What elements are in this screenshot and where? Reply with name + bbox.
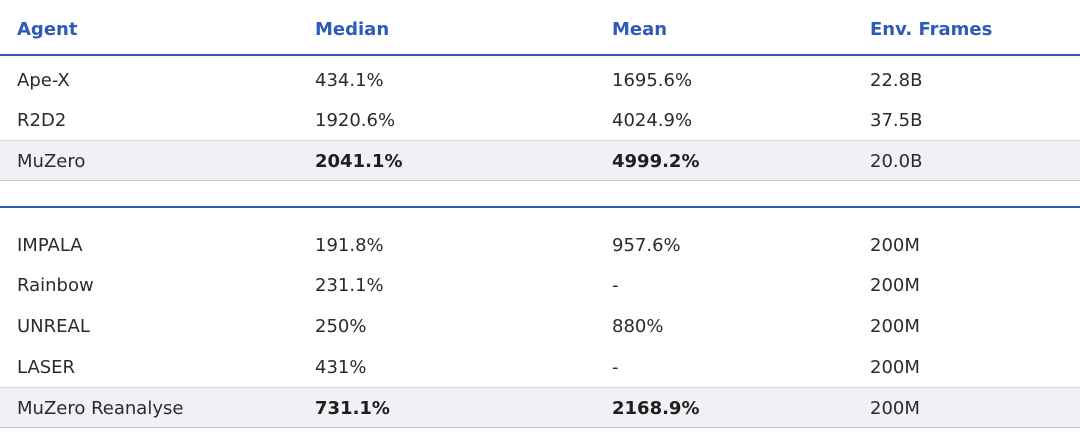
cell-mean: - [612, 357, 619, 378]
header-median: Median [315, 19, 390, 40]
cell-agent: MuZero Reanalyse [17, 398, 184, 419]
cell-agent: R2D2 [17, 110, 67, 131]
cell-env-frames: 200M [870, 235, 920, 256]
header-agent: Agent [17, 19, 78, 40]
cell-env-frames: 20.0B [870, 151, 923, 172]
cell-mean: 4999.2% [612, 151, 700, 172]
cell-agent: Ape-X [17, 70, 70, 91]
table-row: R2D2 1920.6% 4024.9% 37.5B [0, 100, 1080, 141]
cell-env-frames: 200M [870, 398, 920, 419]
cell-agent: MuZero [17, 151, 86, 172]
cell-median: 1920.6% [315, 110, 396, 131]
cell-agent: Rainbow [17, 275, 94, 296]
cell-mean: 2168.9% [612, 398, 700, 419]
table-row: IMPALA 191.8% 957.6% 200M [0, 225, 1080, 266]
cell-agent: LASER [17, 357, 76, 378]
table-row: LASER 431% - 200M [0, 347, 1080, 388]
cell-median: 731.1% [315, 398, 390, 419]
cell-median: 434.1% [315, 70, 384, 91]
table-row: Ape-X 434.1% 1695.6% 22.8B [0, 60, 1080, 101]
cell-env-frames: 37.5B [870, 110, 923, 131]
cell-median: 431% [315, 357, 367, 378]
cell-agent: IMPALA [17, 235, 83, 256]
cell-env-frames: 200M [870, 316, 920, 337]
cell-env-frames: 200M [870, 275, 920, 296]
cell-env-frames: 22.8B [870, 70, 923, 91]
cell-mean: 880% [612, 316, 664, 337]
table-row-highlighted: MuZero 2041.1% 4999.2% 20.0B [0, 140, 1080, 181]
section-divider [0, 206, 1080, 208]
header-mean: Mean [612, 19, 668, 40]
cell-median: 191.8% [315, 235, 384, 256]
table-header: Agent Median Mean Env. Frames [0, 0, 1080, 56]
cell-mean: 1695.6% [612, 70, 693, 91]
cell-env-frames: 200M [870, 357, 920, 378]
cell-median: 250% [315, 316, 367, 337]
table-row-highlighted: MuZero Reanalyse 731.1% 2168.9% 200M [0, 387, 1080, 428]
cell-median: 231.1% [315, 275, 384, 296]
table-row: Rainbow 231.1% - 200M [0, 265, 1080, 306]
cell-mean: - [612, 275, 619, 296]
table-row: UNREAL 250% 880% 200M [0, 306, 1080, 347]
cell-mean: 957.6% [612, 235, 681, 256]
header-env-frames: Env. Frames [870, 19, 993, 40]
cell-mean: 4024.9% [612, 110, 693, 131]
cell-median: 2041.1% [315, 151, 403, 172]
cell-agent: UNREAL [17, 316, 90, 337]
